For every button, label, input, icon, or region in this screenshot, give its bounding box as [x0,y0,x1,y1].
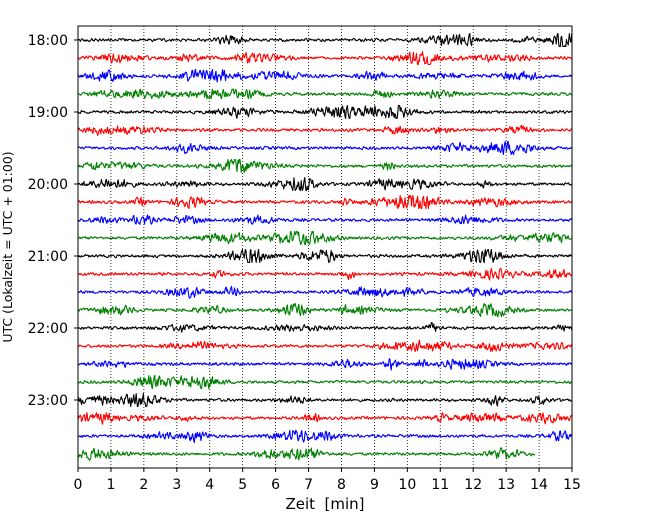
trace-line [77,194,573,210]
trace-line [77,302,572,318]
trace-line [77,321,573,333]
x-tick-label: 13 [497,477,515,493]
x-tick-label: 14 [530,477,548,493]
trace-line [77,412,573,425]
x-tick-label: 12 [464,477,482,493]
x-tick-label: 15 [563,477,581,493]
y-tick-label: 21:00 [28,249,68,265]
trace-line [77,447,536,461]
trace-line [77,267,573,281]
trace-line [77,88,572,100]
y-tick-label: 18:00 [28,33,68,49]
trace-line [77,339,573,353]
y-tick-label: 20:00 [28,177,68,193]
y-axis-label: UTC (Lokalzeit = UTC + 01:00) [0,151,15,342]
y-tick-label: 22:00 [28,321,68,337]
trace-line [77,358,573,371]
x-tick-label: 4 [205,477,214,493]
y-axis: 18:00 19:00 20:00 21:00 22:00 23:00 [28,33,78,409]
x-tick-label: 5 [238,477,247,493]
trace-line [77,392,573,408]
trace-line [77,124,573,137]
y-tick-label: 19:00 [28,105,68,121]
trace-line [77,285,573,299]
y-tick-label: 23:00 [28,393,68,409]
trace-line [77,429,573,444]
x-tick-label: 2 [139,477,148,493]
trace-line [77,248,573,264]
x-tick-label: 10 [398,477,416,493]
trace-line [77,214,573,225]
x-tick-label: 0 [74,477,83,493]
trace-line [77,158,573,174]
traces [77,32,573,461]
x-tick-label: 7 [304,477,313,493]
trace-line [77,32,573,48]
trace-line [77,177,573,192]
x-tick-label: 9 [370,477,379,493]
x-tick-label: 11 [431,477,449,493]
x-axis-label: Zeit [min] [285,495,364,513]
trace-line [77,104,572,120]
x-tick-label: 8 [337,477,346,493]
trace-line [77,51,573,66]
x-tick-label: 3 [172,477,181,493]
trace-line [77,374,573,390]
plot-frame [77,25,573,469]
x-axis: 0 1 2 3 4 5 6 7 8 9 10 11 12 13 14 15 [74,468,581,493]
trace-line [77,140,572,156]
x-tick-label: 6 [271,477,280,493]
x-tick-label: 1 [106,477,115,493]
trace-line [77,68,573,83]
trace-line [77,230,573,246]
